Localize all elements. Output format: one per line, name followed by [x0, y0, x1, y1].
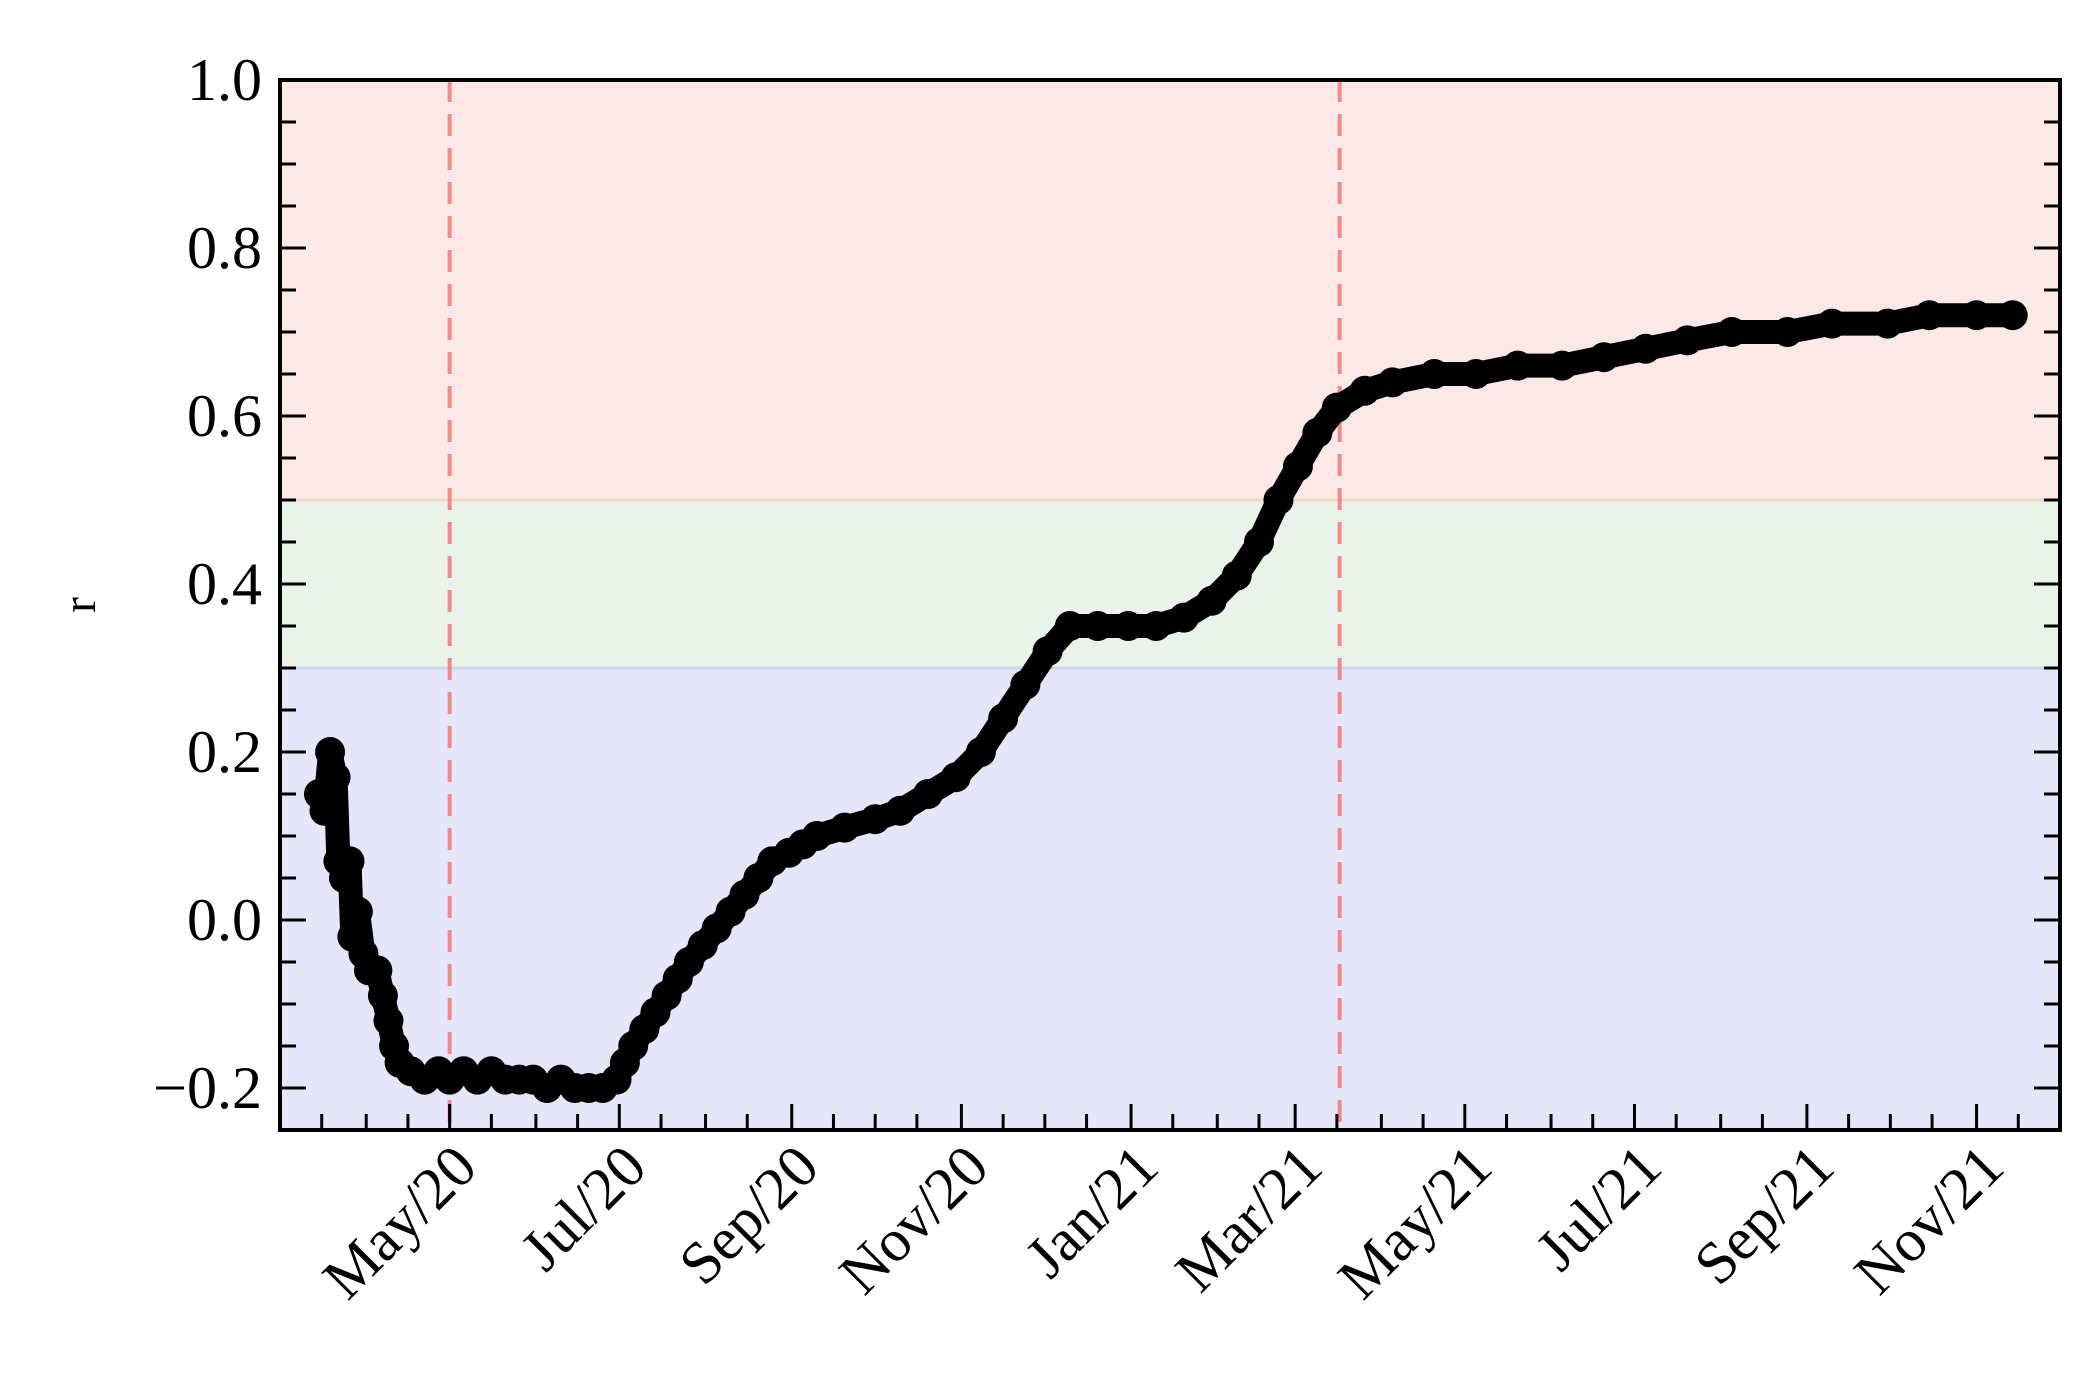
x-tick-label-4: Jan/21 — [1013, 1133, 1170, 1290]
data-point-60 — [1141, 611, 1172, 641]
background-bands — [280, 80, 2060, 1130]
x-tick-label-2: Sep/20 — [666, 1133, 831, 1298]
x-tick-label-5: Mar/21 — [1163, 1133, 1335, 1305]
data-point-1 — [309, 795, 340, 826]
y-tick-label-3: 0.4 — [187, 551, 262, 617]
data-point-78 — [1716, 317, 1747, 347]
data-point-76 — [1630, 333, 1661, 364]
band-1 — [280, 500, 2060, 668]
data-point-75 — [1588, 342, 1619, 373]
data-point-81 — [1872, 308, 1903, 339]
data-point-2 — [315, 737, 346, 767]
data-point-84 — [1997, 300, 2028, 331]
data-point-59 — [1113, 611, 1144, 641]
y-axis-title: r — [53, 597, 106, 613]
reference-lines — [447, 80, 1342, 1130]
data-point-83 — [1961, 300, 1992, 331]
y-tick-label-0: −0.2 — [153, 1055, 262, 1121]
data-point-3 — [320, 762, 351, 793]
y-tick-label-5: 0.8 — [187, 215, 262, 281]
data-point-71 — [1419, 359, 1450, 389]
data-point-51 — [913, 779, 944, 809]
data-point-11 — [362, 955, 393, 986]
y-tick-label-1: 0.0 — [187, 887, 262, 953]
band-0 — [280, 668, 2060, 1130]
data-point-55 — [1010, 669, 1041, 700]
data-point-82 — [1914, 300, 1945, 331]
data-point-80 — [1816, 308, 1847, 339]
x-tick-label-0: May/20 — [310, 1133, 489, 1312]
data-point-72 — [1460, 359, 1491, 389]
plot-frame — [278, 78, 2062, 1132]
y-tick-label-4: 0.6 — [187, 383, 262, 449]
data-point-53 — [965, 737, 996, 767]
band-2 — [280, 80, 2060, 500]
data-point-47 — [801, 821, 832, 851]
data-point-77 — [1672, 325, 1703, 356]
x-tick-label-7: Jul/21 — [1523, 1133, 1673, 1283]
data-point-58 — [1082, 611, 1113, 641]
data-point-54 — [988, 703, 1019, 734]
data-point-73 — [1502, 350, 1533, 381]
x-tick-label-9: Nov/21 — [1842, 1133, 2016, 1307]
data-point-49 — [860, 804, 891, 835]
data-point-65 — [1263, 485, 1294, 515]
y-axis-ticks: −0.2 0.0 0.2 0.4 0.6 0.8 1.0 — [153, 47, 2060, 1132]
data-point-61 — [1168, 602, 1199, 633]
x-tick-label-3: Nov/20 — [827, 1133, 1001, 1307]
data-points — [303, 300, 2028, 1103]
data-point-63 — [1221, 560, 1252, 591]
data-point-66 — [1282, 451, 1313, 482]
data-point-69 — [1349, 375, 1380, 406]
data-point-52 — [940, 762, 971, 793]
data-point-79 — [1772, 317, 1803, 347]
x-tick-label-8: Sep/21 — [1682, 1133, 1847, 1298]
data-point-48 — [829, 812, 860, 843]
data-point-8 — [342, 896, 373, 927]
data-point-64 — [1244, 527, 1274, 557]
y-tick-label-6: 1.0 — [187, 47, 262, 113]
data-point-68 — [1321, 392, 1352, 423]
data-point-62 — [1196, 585, 1227, 616]
data-point-57 — [1054, 611, 1085, 641]
x-tick-label-6: May/21 — [1325, 1133, 1504, 1312]
data-point-13 — [373, 1005, 404, 1036]
data-point-6 — [334, 846, 365, 877]
data-point-50 — [885, 795, 916, 826]
data-point-12 — [367, 980, 398, 1011]
data-point-67 — [1302, 417, 1333, 448]
data-point-56 — [1032, 636, 1063, 667]
x-tick-label-1: Jul/20 — [508, 1133, 658, 1283]
data-point-74 — [1547, 350, 1578, 381]
y-tick-label-2: 0.2 — [187, 719, 262, 785]
data-point-70 — [1377, 367, 1408, 398]
